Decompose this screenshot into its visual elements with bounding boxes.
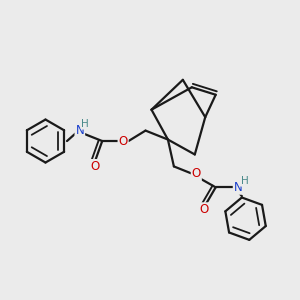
Text: N: N [234, 181, 242, 194]
Text: N: N [76, 124, 84, 137]
Text: O: O [199, 203, 208, 216]
Text: H: H [241, 176, 248, 186]
Text: H: H [81, 119, 89, 129]
Text: O: O [90, 160, 99, 173]
Text: O: O [118, 134, 128, 148]
Text: O: O [192, 167, 201, 180]
